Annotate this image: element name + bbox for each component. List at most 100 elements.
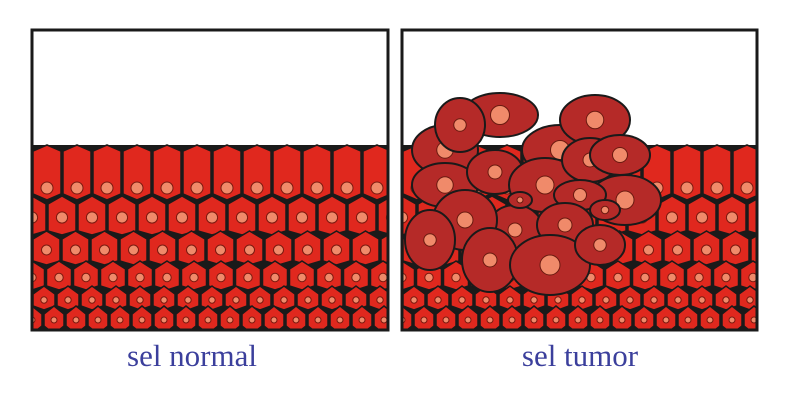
normal-cell — [763, 286, 785, 310]
tumor-nucleus — [482, 252, 498, 268]
label-tumor-cell: sel tumor — [521, 338, 639, 373]
nucleus — [626, 296, 634, 304]
tumor-nucleus — [436, 176, 454, 194]
nucleus — [710, 181, 724, 195]
nucleus — [722, 296, 730, 304]
tumor-nucleus — [600, 205, 610, 215]
nucleus — [205, 211, 219, 224]
nucleus — [302, 244, 313, 256]
tumor-nucleus — [539, 254, 561, 276]
tumor-nucleus — [423, 233, 437, 247]
nucleus — [725, 211, 739, 224]
normal-cell — [3, 145, 31, 200]
normal-cell — [9, 286, 31, 310]
nucleus — [85, 211, 99, 224]
tumor-nucleus — [573, 188, 587, 202]
nucleus — [94, 316, 102, 324]
nucleus — [186, 244, 197, 256]
nucleus — [728, 316, 736, 324]
nucleus — [112, 296, 120, 304]
nucleus — [410, 296, 418, 304]
nucleus — [695, 211, 709, 224]
nucleus — [54, 272, 64, 283]
nucleus — [760, 245, 770, 255]
tumor-nucleus — [557, 217, 573, 233]
nucleus — [304, 296, 312, 304]
nucleus — [70, 244, 81, 256]
nucleus — [776, 273, 784, 281]
normal-cell — [702, 144, 732, 201]
nucleus — [130, 181, 144, 195]
nucleus — [70, 181, 84, 195]
normal-cell — [380, 233, 388, 264]
nucleus — [746, 296, 754, 304]
nucleus — [208, 296, 216, 304]
nucleus — [135, 272, 145, 283]
nucleus — [292, 316, 300, 324]
tumor-nucleus — [516, 196, 524, 204]
tumor-nucleus — [507, 222, 523, 238]
nucleus — [602, 296, 610, 304]
panel-tumor — [400, 28, 799, 332]
nucleus — [235, 211, 249, 224]
nucleus — [160, 316, 168, 324]
nucleus — [280, 181, 294, 195]
nucleus — [451, 272, 461, 283]
nucleus — [355, 211, 369, 224]
nucleus — [138, 316, 146, 324]
panel-normal — [3, 28, 390, 332]
nucleus — [674, 296, 682, 304]
tumor-nucleus — [487, 164, 503, 180]
normal-cell — [4, 231, 31, 265]
nucleus — [324, 272, 334, 283]
nucleus — [232, 296, 240, 304]
nucleus — [578, 296, 586, 304]
normal-cell — [182, 144, 212, 201]
nucleus — [352, 296, 360, 304]
nucleus — [667, 272, 677, 283]
nucleus — [72, 316, 80, 324]
tumor-nucleus — [453, 118, 467, 132]
normal-cell — [332, 144, 362, 201]
normal-cell — [768, 261, 793, 290]
nucleus — [458, 296, 466, 304]
nucleus — [136, 296, 144, 304]
nucleus — [13, 245, 23, 255]
nucleus — [215, 244, 226, 256]
nucleus — [748, 272, 757, 283]
normal-cell — [242, 144, 272, 201]
nucleus — [160, 296, 168, 304]
panel-frame — [400, 28, 759, 332]
nucleus — [721, 272, 731, 283]
normal-cell — [763, 145, 791, 200]
normal-cell — [92, 144, 122, 201]
nucleus — [434, 296, 442, 304]
normal-cell — [152, 144, 182, 201]
nucleus — [88, 296, 96, 304]
nucleus — [701, 244, 712, 256]
nucleus — [773, 317, 779, 323]
nucleus — [680, 181, 694, 195]
nucleus — [771, 297, 777, 303]
tumor-nucleus — [535, 175, 555, 195]
cell-layer — [402, 92, 799, 330]
nucleus — [145, 211, 159, 224]
nucleus — [789, 245, 799, 255]
nucleus — [204, 316, 212, 324]
nucleus — [574, 316, 582, 324]
nucleus — [64, 296, 72, 304]
nucleus — [358, 316, 366, 324]
nucleus — [17, 297, 23, 303]
nucleus — [506, 296, 514, 304]
nucleus — [182, 316, 190, 324]
nucleus — [265, 211, 279, 224]
nucleus — [420, 316, 428, 324]
nucleus — [351, 272, 361, 283]
nucleus — [189, 272, 199, 283]
nucleus — [706, 316, 714, 324]
normal-cell — [743, 305, 757, 330]
nucleus — [613, 272, 623, 283]
normal-cell — [122, 144, 152, 201]
normal-cell — [373, 305, 388, 330]
normal-cell — [272, 144, 302, 201]
